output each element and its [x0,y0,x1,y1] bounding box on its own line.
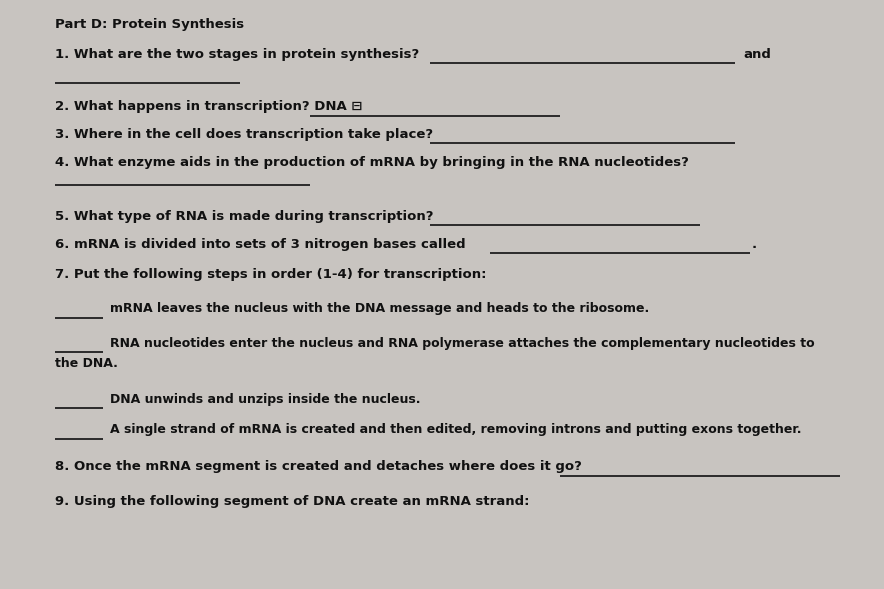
Text: Part D: Protein Synthesis: Part D: Protein Synthesis [55,18,244,31]
Text: 4. What enzyme aids in the production of mRNA by bringing in the RNA nucleotides: 4. What enzyme aids in the production of… [55,156,689,169]
Text: 1. What are the two stages in protein synthesis?: 1. What are the two stages in protein sy… [55,48,419,61]
Text: A single strand of mRNA is created and then edited, removing introns and putting: A single strand of mRNA is created and t… [110,423,802,436]
Text: RNA nucleotides enter the nucleus and RNA polymerase attaches the complementary : RNA nucleotides enter the nucleus and RN… [110,337,815,350]
Text: 2. What happens in transcription? DNA ⊟: 2. What happens in transcription? DNA ⊟ [55,100,362,113]
Text: 5. What type of RNA is made during transcription?: 5. What type of RNA is made during trans… [55,210,433,223]
Text: the DNA.: the DNA. [55,357,118,370]
Text: and: and [743,48,771,61]
Text: 9. Using the following segment of DNA create an mRNA strand:: 9. Using the following segment of DNA cr… [55,495,530,508]
Text: 6. mRNA is divided into sets of 3 nitrogen bases called: 6. mRNA is divided into sets of 3 nitrog… [55,238,466,251]
Text: 8. Once the mRNA segment is created and detaches where does it go?: 8. Once the mRNA segment is created and … [55,460,582,473]
Text: .: . [752,238,757,251]
Text: 7. Put the following steps in order (1-4) for transcription:: 7. Put the following steps in order (1-4… [55,268,486,281]
Text: mRNA leaves the nucleus with the DNA message and heads to the ribosome.: mRNA leaves the nucleus with the DNA mes… [110,302,649,315]
Text: DNA unwinds and unzips inside the nucleus.: DNA unwinds and unzips inside the nucleu… [110,393,421,406]
Text: 3. Where in the cell does transcription take place?: 3. Where in the cell does transcription … [55,128,433,141]
